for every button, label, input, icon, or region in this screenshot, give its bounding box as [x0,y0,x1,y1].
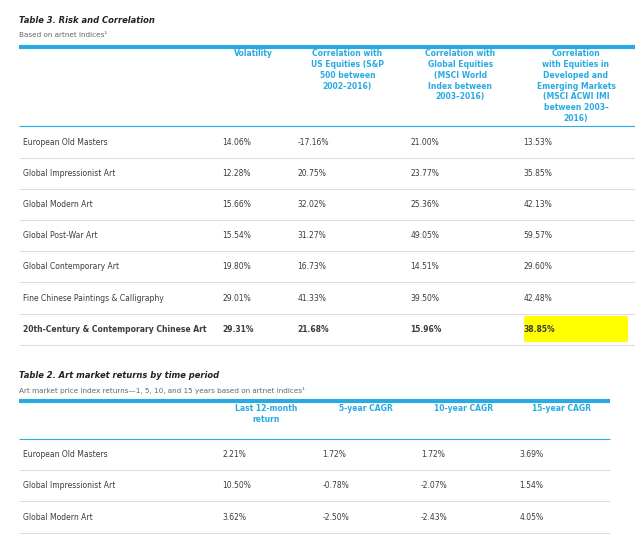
Text: European Old Masters: European Old Masters [23,450,107,459]
Text: Global Impressionist Art: Global Impressionist Art [23,169,115,178]
Text: Correlation
with Equities in
Developed and
Emerging Markets
(MSCI ACWI IMI
betwe: Correlation with Equities in Developed a… [537,49,615,123]
Text: 49.05%: 49.05% [410,231,439,240]
Text: 15.66%: 15.66% [222,200,251,209]
Text: Global Impressionist Art: Global Impressionist Art [23,482,115,490]
Text: Global Contemporary Art: Global Contemporary Art [23,263,119,271]
Text: -17.16%: -17.16% [297,138,329,146]
Text: 14.06%: 14.06% [222,138,251,146]
Text: Table 3. Risk and Correlation: Table 3. Risk and Correlation [19,16,155,25]
Text: 4.05%: 4.05% [519,513,544,521]
Text: Global Modern Art: Global Modern Art [23,200,93,209]
Text: Based on artnet indices¹: Based on artnet indices¹ [19,32,107,38]
Text: 32.02%: 32.02% [297,200,326,209]
Text: Fine Chinese Paintings & Calligraphy: Fine Chinese Paintings & Calligraphy [23,294,164,302]
Text: 21.68%: 21.68% [297,325,329,334]
Text: 29.01%: 29.01% [222,294,251,302]
Text: 42.48%: 42.48% [523,294,552,302]
Text: 1.54%: 1.54% [519,482,544,490]
Text: 2.21%: 2.21% [222,450,246,459]
Text: 31.27%: 31.27% [297,231,326,240]
Text: 15.96%: 15.96% [410,325,441,334]
Text: 14.51%: 14.51% [410,263,439,271]
Text: 12.28%: 12.28% [222,169,251,178]
Text: Global Modern Art: Global Modern Art [23,513,93,521]
Text: 15.54%: 15.54% [222,231,251,240]
Text: Correlation with
Global Equities
(MSCI World
Index between
2003–2016): Correlation with Global Equities (MSCI W… [425,49,495,102]
Text: 29.31%: 29.31% [222,325,254,334]
Text: 41.33%: 41.33% [297,294,326,302]
Text: Art market price index returns—1, 5, 10, and 15 years based on artnet indices¹: Art market price index returns—1, 5, 10,… [19,387,305,394]
Text: 20.75%: 20.75% [297,169,326,178]
Text: 20th-Century & Contemporary Chinese Art: 20th-Century & Contemporary Chinese Art [23,325,206,334]
Text: 16.73%: 16.73% [297,263,326,271]
Text: Correlation with
US Equities (S&P
500 between
2002–2016): Correlation with US Equities (S&P 500 be… [311,49,384,91]
Text: 1.72%: 1.72% [421,450,445,459]
Text: 59.57%: 59.57% [523,231,552,240]
Text: 39.50%: 39.50% [410,294,439,302]
Text: -2.07%: -2.07% [421,482,448,490]
Text: 29.60%: 29.60% [523,263,552,271]
Text: Table 2. Art market returns by time period: Table 2. Art market returns by time peri… [19,371,219,380]
Text: 42.13%: 42.13% [523,200,552,209]
Text: 10.50%: 10.50% [222,482,251,490]
Text: 10-year CAGR: 10-year CAGR [434,404,493,413]
Text: 19.80%: 19.80% [222,263,251,271]
Text: -2.50%: -2.50% [323,513,349,521]
Text: 5-year CAGR: 5-year CAGR [338,404,392,413]
Text: 23.77%: 23.77% [410,169,439,178]
Text: Global Post-War Art: Global Post-War Art [23,231,98,240]
Text: 35.85%: 35.85% [523,169,552,178]
Text: 15-year CAGR: 15-year CAGR [532,404,591,413]
Text: -0.78%: -0.78% [323,482,349,490]
Text: European Old Masters: European Old Masters [23,138,107,146]
Bar [524,316,628,342]
Text: 3.69%: 3.69% [519,450,544,459]
Text: 13.53%: 13.53% [523,138,552,146]
Text: 3.62%: 3.62% [222,513,246,521]
Text: Last 12-month
return: Last 12-month return [235,404,297,424]
Text: 38.85%: 38.85% [523,325,555,334]
Text: 1.72%: 1.72% [323,450,347,459]
Text: 25.36%: 25.36% [410,200,439,209]
Text: -2.43%: -2.43% [421,513,448,521]
Text: 21.00%: 21.00% [410,138,439,146]
Text: Volatility: Volatility [234,49,273,59]
